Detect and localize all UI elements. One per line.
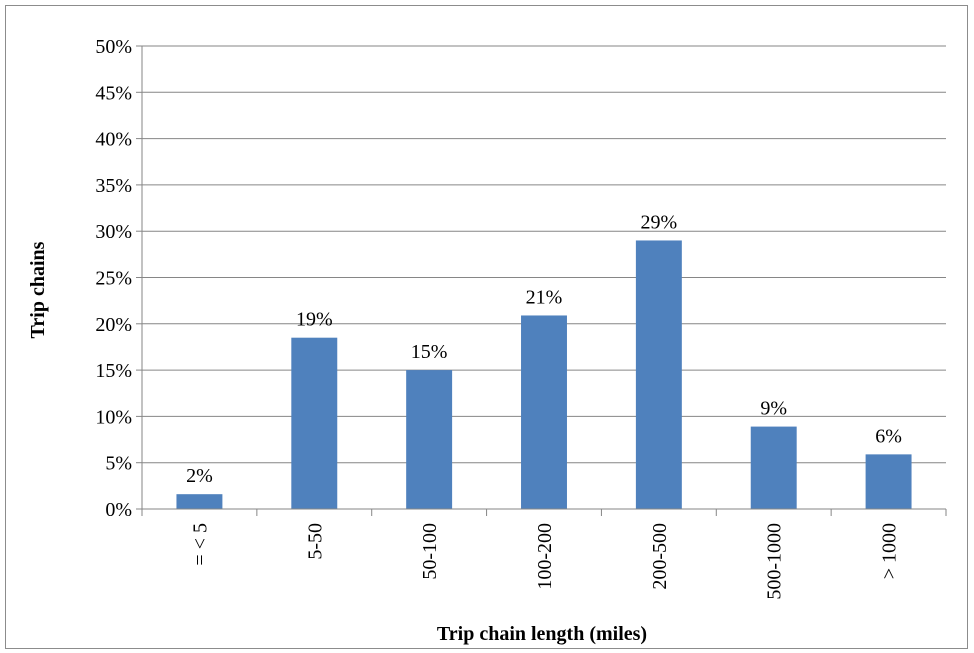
bar bbox=[865, 454, 912, 509]
bars bbox=[176, 240, 912, 509]
x-tick-label: 200-500 bbox=[649, 523, 671, 590]
labels: 0% 5% 10% 15% 20% 25% 30% 35% 40% 45% 50% 2% = < 5 19… bbox=[95, 36, 902, 600]
axes bbox=[136, 45, 947, 516]
gridlines bbox=[142, 45, 946, 464]
data-label: 19% bbox=[296, 309, 333, 331]
y-tick-label: 20% bbox=[95, 314, 132, 336]
bar bbox=[521, 315, 567, 509]
data-label: 29% bbox=[641, 211, 678, 233]
chart-frame bbox=[5, 5, 968, 649]
y-tick-label: 45% bbox=[95, 82, 132, 104]
bar bbox=[750, 426, 797, 509]
data-label: 9% bbox=[760, 398, 787, 420]
y-tick-label: 50% bbox=[95, 36, 132, 58]
bar bbox=[635, 240, 682, 509]
x-tick-label: > 1000 bbox=[879, 523, 901, 579]
bar bbox=[406, 370, 453, 509]
y-tick-label: 30% bbox=[95, 221, 132, 243]
bar bbox=[291, 337, 338, 509]
y-tick-label: 10% bbox=[95, 406, 132, 428]
x-tick-label: 50-100 bbox=[419, 523, 441, 580]
y-tick-label: 0% bbox=[105, 499, 132, 521]
y-tick-label: 25% bbox=[95, 268, 132, 290]
x-tick-label: 100-200 bbox=[534, 523, 556, 590]
x-tick-label: 5-50 bbox=[304, 523, 326, 560]
y-tick-label: 15% bbox=[95, 360, 132, 382]
x-axis-title: Trip chain length (miles) bbox=[437, 623, 647, 645]
x-tick-label: = < 5 bbox=[189, 523, 211, 566]
data-label: 6% bbox=[875, 425, 902, 447]
y-tick-label: 5% bbox=[105, 453, 132, 475]
y-tick-label: 40% bbox=[95, 129, 132, 151]
data-label: 2% bbox=[186, 465, 213, 487]
data-label: 15% bbox=[411, 341, 448, 363]
bar bbox=[176, 494, 223, 509]
x-tick-label: 500-1000 bbox=[764, 523, 786, 600]
y-tick-label: 35% bbox=[95, 175, 132, 197]
y-axis-title: Trip chains bbox=[27, 241, 49, 338]
data-label: 21% bbox=[526, 286, 563, 308]
